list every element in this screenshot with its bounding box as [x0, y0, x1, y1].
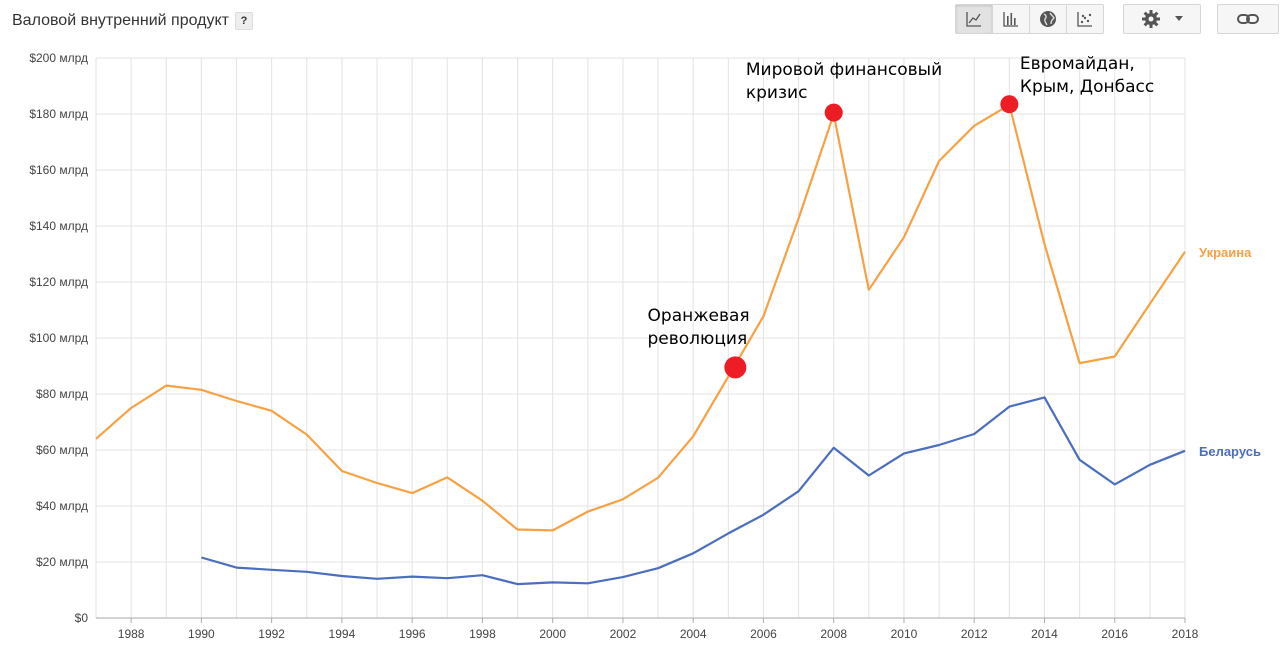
y-tick-label: $80 млрд: [36, 387, 88, 401]
y-tick-label: $140 млрд: [29, 219, 88, 233]
scatter-chart-button[interactable]: [1067, 5, 1103, 33]
y-tick-label: $40 млрд: [36, 499, 88, 513]
series-lines: [95, 103, 1186, 586]
chart-type-group: [955, 4, 1104, 34]
y-tick-label: $100 млрд: [29, 331, 88, 345]
scatter-icon: [1077, 12, 1092, 27]
series-line-0: [95, 103, 1186, 532]
x-tick-label: 1990: [188, 627, 215, 641]
x-tick-label: 1992: [258, 627, 285, 641]
annotation-text: кризис: [746, 83, 808, 103]
y-tick-label: $200 млрд: [29, 51, 88, 65]
x-tick-label: 2002: [610, 627, 637, 641]
x-tick-label: 2006: [750, 627, 777, 641]
x-tick-label: 1994: [329, 627, 356, 641]
y-tick-label: $180 млрд: [29, 107, 88, 121]
y-tick-label: $20 млрд: [36, 555, 88, 569]
link-icon: [1237, 14, 1259, 24]
annotation-text: Евромайдан,: [1020, 54, 1135, 74]
globe-icon: [1040, 11, 1056, 27]
bar-chart-icon: [1003, 12, 1018, 27]
line-chart-icon: [966, 12, 981, 27]
annotation-text: Мировой финансовый: [746, 60, 942, 80]
annotation-text: Крым, Донбасс: [1020, 77, 1154, 97]
annotations: Оранжевая революция Мировой финансовый криз…: [648, 54, 1154, 379]
settings-button[interactable]: [1124, 5, 1200, 33]
x-tick-label: 2016: [1101, 627, 1128, 641]
x-tick-label: 1998: [469, 627, 496, 641]
series-line-1: [201, 396, 1186, 586]
link-toolbar: [1217, 4, 1279, 34]
event-marker: [824, 103, 843, 122]
x-tick-label: 2010: [891, 627, 918, 641]
chart-type-toolbar: [955, 4, 1104, 34]
x-tick-label: 2012: [961, 627, 988, 641]
gear-icon: [1142, 10, 1160, 28]
chart-title-text: Валовой внутренний продукт: [12, 12, 229, 29]
x-tick-label: 2018: [1172, 627, 1199, 641]
map-chart-button[interactable]: [1030, 5, 1067, 33]
settings-toolbar: [1123, 4, 1201, 34]
event-marker: [1000, 95, 1019, 114]
x-tick-label: 1988: [118, 627, 145, 641]
x-tick-label: 2014: [1031, 627, 1058, 641]
annotation-text: революция: [648, 329, 748, 349]
bar-chart-button[interactable]: [993, 5, 1030, 33]
series-labels: Украина Беларусь: [1199, 245, 1261, 459]
event-marker: [724, 356, 747, 379]
y-tick-label: $0: [75, 611, 89, 625]
link-group: [1217, 4, 1279, 34]
help-button[interactable]: ?: [235, 12, 253, 30]
line-chart-button[interactable]: [956, 5, 993, 33]
x-tick-label: 2008: [820, 627, 847, 641]
y-tick-label: $160 млрд: [29, 163, 88, 177]
axes: $0 $20 млрд $40 млрд $60 млрд $80 млрд $100 м…: [29, 51, 1198, 641]
x-tick-label: 2004: [680, 627, 707, 641]
x-tick-label: 1996: [399, 627, 426, 641]
annotation-text: Оранжевая: [648, 306, 750, 326]
chevron-down-icon: [1175, 16, 1183, 21]
link-button[interactable]: [1218, 5, 1278, 33]
y-tick-label: $120 млрд: [29, 275, 88, 289]
y-tick-label: $60 млрд: [36, 443, 88, 457]
x-tick-label: 2000: [539, 627, 566, 641]
series-label: Украина: [1199, 245, 1252, 260]
settings-group: [1123, 4, 1201, 34]
chart-title: Валовой внутренний продукт ?: [12, 12, 253, 30]
series-label: Беларусь: [1199, 444, 1261, 459]
gridlines: [95, 57, 1186, 619]
